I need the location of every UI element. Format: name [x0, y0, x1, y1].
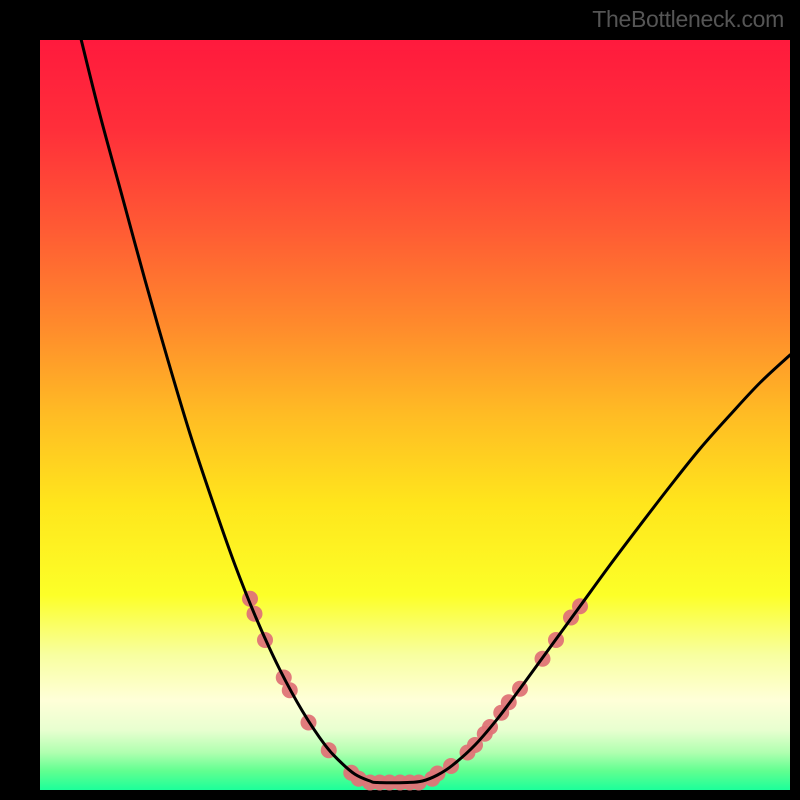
chart-svg — [0, 0, 800, 800]
gradient-background — [40, 40, 790, 790]
chart-container: TheBottleneck.com — [0, 0, 800, 800]
